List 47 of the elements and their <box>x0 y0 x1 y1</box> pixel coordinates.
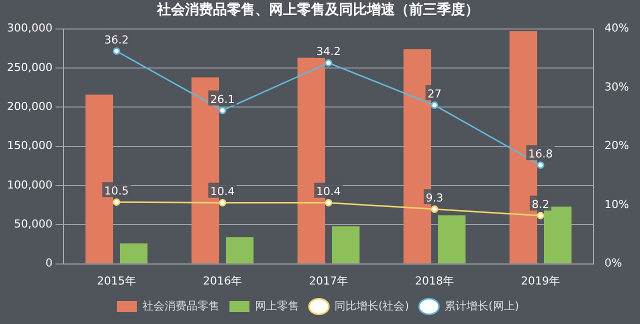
y-tick-label: 300,000 <box>6 22 52 35</box>
data-label: 10.5 <box>104 184 129 198</box>
chart-title: 社会消费品零售、网上零售及同比增速（前三季度） <box>156 1 479 18</box>
point <box>536 212 544 220</box>
y2-tick-label: 30% <box>604 80 630 94</box>
y-tick-label: 250,000 <box>6 60 52 74</box>
x-tick-label: 2016年 <box>203 274 242 288</box>
point <box>430 101 438 109</box>
point <box>324 198 332 206</box>
y-tick-label: 200,000 <box>6 100 52 113</box>
point <box>536 161 544 169</box>
data-label: 8.2 <box>532 198 550 211</box>
y2-tick-label: 10% <box>604 198 630 211</box>
legend-label: 社会消费品零售 <box>142 299 220 312</box>
y-tick-label: 100,000 <box>6 178 52 192</box>
bar <box>332 226 360 264</box>
legend-label: 累计增长(网上) <box>444 299 520 312</box>
point <box>112 198 120 206</box>
data-label: 36.2 <box>104 33 129 46</box>
x-tick-label: 2015年 <box>96 274 136 288</box>
point <box>218 106 226 114</box>
x-tick-label: 2019年 <box>521 274 560 288</box>
data-label: 9.3 <box>426 192 444 205</box>
y2-tick-label: 0% <box>604 256 622 270</box>
y-tick-label: 50,000 <box>14 217 52 230</box>
data-label: 26.1 <box>210 92 235 106</box>
data-label: 27 <box>428 88 442 101</box>
data-label: 34.2 <box>316 45 341 58</box>
point <box>218 198 226 206</box>
data-label: 16.8 <box>528 147 553 160</box>
y-tick-label: 150,000 <box>6 139 52 152</box>
bar <box>120 243 148 264</box>
y-tick-label: 0 <box>45 256 52 270</box>
point <box>324 59 332 67</box>
bar <box>544 206 572 264</box>
legend-label: 同比增长(社会) <box>334 299 410 312</box>
data-label: 10.4 <box>316 185 341 198</box>
bar <box>438 215 466 264</box>
x-tick-label: 2017年 <box>309 274 348 288</box>
y2-tick-label: 40% <box>604 22 630 35</box>
data-label: 10.4 <box>210 185 235 198</box>
y2-tick-label: 20% <box>604 139 630 152</box>
legend-label: 网上零售 <box>254 299 299 312</box>
bar <box>226 237 254 264</box>
point <box>112 47 120 55</box>
point <box>430 205 438 213</box>
x-tick-label: 2018年 <box>415 274 454 288</box>
